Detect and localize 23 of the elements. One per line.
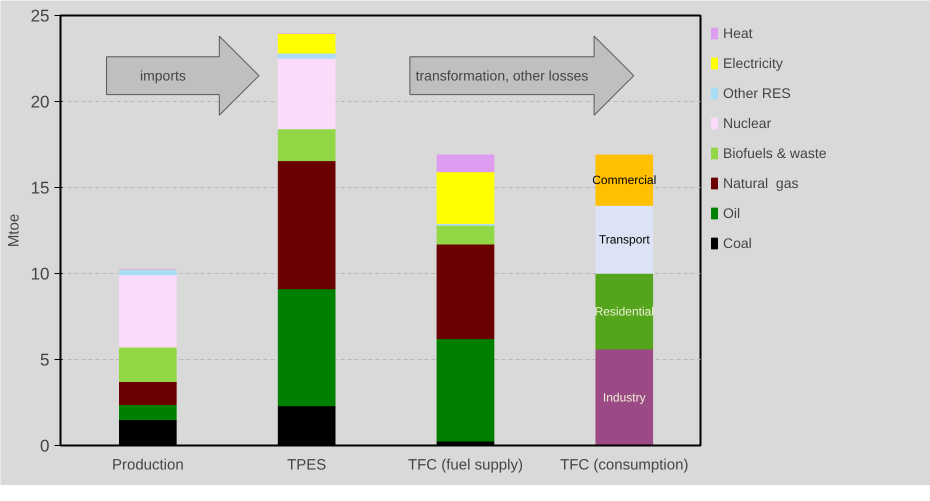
legend-label: Electricity <box>723 55 783 71</box>
y-tick-label: 5 <box>40 350 50 370</box>
annotation: transformation, other losses <box>416 68 588 84</box>
series-label: Industry <box>602 390 646 404</box>
y-tick-label: 20 <box>30 92 50 112</box>
x-tick-label: TPES <box>287 456 326 474</box>
x-tick-label: Production <box>112 456 184 474</box>
legend-label: Natural gas <box>723 175 798 191</box>
legend-label: Heat <box>723 25 753 41</box>
series-label: Transport <box>598 232 650 247</box>
legend-label: Biofuels & waste <box>723 145 826 161</box>
y-tick-label: 10 <box>30 264 50 284</box>
annotation: imports <box>140 68 186 84</box>
y-tick-label: 15 <box>30 178 50 198</box>
y-tick-label: 25 <box>30 6 50 26</box>
y-tick-label: 0 <box>40 436 50 456</box>
legend-label: Oil <box>723 205 742 221</box>
legend-label: Other RES <box>723 85 791 101</box>
x-tick-label: TFC (fuel supply) <box>408 456 523 474</box>
legend-label: Nuclear <box>723 115 772 131</box>
y-axis-title: Mtoe <box>6 214 23 248</box>
legend-label: Coal <box>723 235 752 251</box>
x-tick-label: TFC (consumption) <box>560 456 688 474</box>
